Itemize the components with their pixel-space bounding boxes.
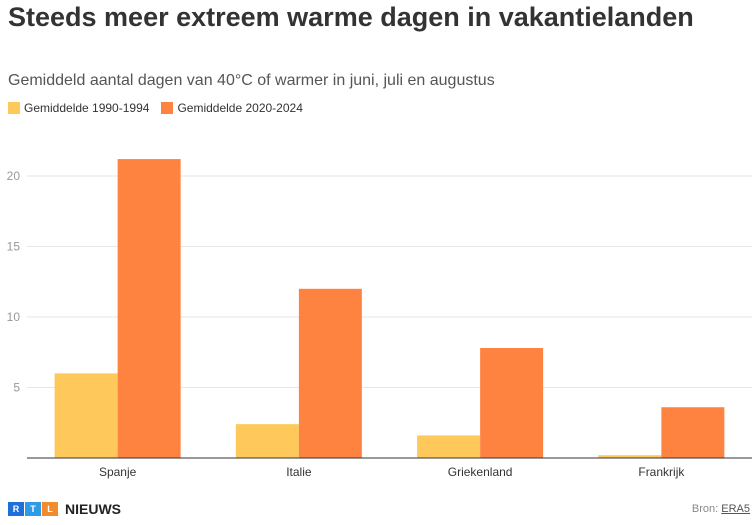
bar-italie-series-1 [235,424,299,458]
x-tick-label-griekenland: Griekenland [448,465,513,479]
x-tick-label-italie: Italie [286,465,312,479]
chart-subtitle: Gemiddeld aantal dagen van 40°C of warme… [8,72,495,89]
bar-spanje-series-1 [54,373,118,458]
y-tick-label-5: 5 [13,381,20,395]
logo-letter-l: L [42,502,58,516]
bar-griekenland-series-1 [417,435,481,458]
chart-title: Steeds meer extreem warme dagen in vakan… [8,2,694,32]
source-note: Bron: ERA5 [692,503,750,515]
y-tick-label-15: 15 [7,240,21,254]
y-tick-label-20: 20 [7,169,21,183]
logo-word: NIEUWS [65,501,121,517]
y-tick-label-10: 10 [7,310,21,324]
x-tick-label-frankrijk: Frankrijk [638,465,685,479]
logo-letter-r: R [8,502,24,516]
bar-frankrijk-series-1 [598,455,662,458]
bar-italie-series-2 [298,288,362,458]
x-tick-label-spanje: Spanje [99,465,137,479]
legend: Gemiddelde 1990-1994 Gemiddelde 2020-202… [8,101,315,115]
legend-label-series-1: Gemiddelde 1990-1994 [24,101,150,115]
bar-griekenland-series-2 [480,348,544,458]
source-prefix: Bron: [691,503,719,515]
rtl-nieuws-logo[interactable]: R T L NIEUWS [8,501,121,517]
logo-letter-t: T [25,502,41,516]
source-link[interactable]: ERA5 [721,503,750,515]
legend-swatch-series-1 [8,102,20,114]
legend-swatch-series-2 [161,102,174,114]
legend-label-series-2: Gemiddelde 2020-2024 [177,101,303,115]
legend-item-series-2[interactable]: Gemiddelde 2020-2024 [161,101,303,115]
bar-frankrijk-series-2 [661,407,725,458]
legend-item-series-1[interactable]: Gemiddelde 1990-1994 [8,101,149,115]
bar-spanje-series-2 [117,159,181,458]
